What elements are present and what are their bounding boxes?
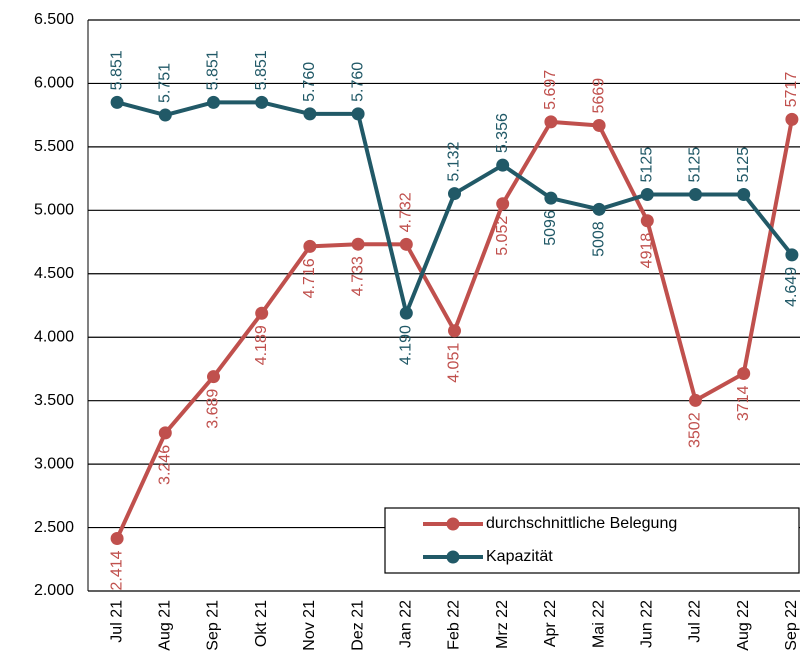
data-point <box>689 393 702 407</box>
data-point <box>399 237 413 251</box>
data-point <box>158 426 172 440</box>
data-label: 4.732 <box>398 192 415 232</box>
x-tick-label: Jul 22 <box>687 600 704 643</box>
y-tick-label: 3.500 <box>34 392 74 409</box>
y-tick-label: 4.000 <box>34 328 74 345</box>
data-label: 5.851 <box>108 50 125 90</box>
data-point <box>592 118 606 132</box>
data-point <box>544 191 558 205</box>
data-label: 4.189 <box>253 325 270 365</box>
y-tick-label: 4.500 <box>34 265 74 282</box>
y-tick-label: 5.000 <box>34 202 74 219</box>
data-label: 5.760 <box>349 62 366 102</box>
data-point <box>544 115 558 129</box>
data-point <box>303 107 317 121</box>
x-tick-label: Mai 22 <box>590 600 607 648</box>
data-label: 4.190 <box>398 325 415 365</box>
data-point <box>689 187 702 201</box>
data-label: 5125 <box>687 147 704 183</box>
x-tick-label: Aug 21 <box>157 600 174 651</box>
data-label: 5125 <box>639 147 656 183</box>
data-label: 5.356 <box>494 113 511 153</box>
data-label: 5.751 <box>157 63 174 103</box>
x-tick-label: Sep 22 <box>783 600 800 651</box>
data-point <box>110 95 124 109</box>
data-label: 5.697 <box>542 70 559 110</box>
y-tick-label: 3.000 <box>34 455 74 472</box>
data-point <box>448 324 461 338</box>
data-point <box>737 187 751 201</box>
data-point <box>207 370 220 384</box>
data-label: 2.414 <box>108 550 125 590</box>
data-label: 5.851 <box>253 50 270 90</box>
data-point <box>640 187 654 201</box>
data-point <box>158 108 172 122</box>
data-point <box>785 112 799 126</box>
x-tick-label: Dez 21 <box>349 600 366 651</box>
legend-label: Kapazität <box>486 548 553 565</box>
data-label: 5.052 <box>494 216 511 256</box>
data-label: 5669 <box>590 78 607 114</box>
legend-marker <box>446 550 460 564</box>
data-label: 4918 <box>639 233 656 269</box>
data-point <box>207 95 220 109</box>
data-point <box>737 367 751 381</box>
x-tick-label: Jul 21 <box>108 600 125 643</box>
data-point <box>496 158 510 172</box>
legend-marker <box>446 517 460 531</box>
data-point <box>785 248 799 262</box>
data-label: 4.733 <box>349 256 366 296</box>
data-point <box>592 202 606 216</box>
data-label: 5.760 <box>301 62 318 102</box>
x-tick-label: Apr 22 <box>542 600 559 647</box>
x-tick-label: Aug 22 <box>735 600 752 651</box>
legend-label: durchschnittliche Belegung <box>486 515 677 532</box>
data-label: 4.051 <box>446 343 463 383</box>
x-tick-label: Jan 22 <box>398 600 415 648</box>
x-tick-label: Feb 22 <box>446 600 463 650</box>
y-tick-label: 2.000 <box>34 582 74 599</box>
data-point <box>351 237 365 251</box>
x-tick-label: Sep 21 <box>205 600 222 651</box>
y-tick-label: 5.500 <box>34 138 74 155</box>
y-tick-label: 2.500 <box>34 519 74 536</box>
x-tick-label: Jun 22 <box>639 600 656 648</box>
data-point <box>255 306 269 320</box>
y-tick-label: 6.000 <box>34 75 74 92</box>
x-tick-label: Mrz 22 <box>494 600 511 649</box>
data-point <box>496 197 510 211</box>
data-point <box>448 187 461 201</box>
data-label: 5008 <box>590 221 607 257</box>
data-label: 5717 <box>783 72 800 108</box>
data-point <box>640 214 654 228</box>
y-tick-label: 6.500 <box>34 11 74 28</box>
x-tick-label: Nov 21 <box>301 600 318 651</box>
data-point <box>351 107 365 121</box>
series-line <box>116 100 794 316</box>
data-point <box>399 306 413 320</box>
data-label: 3.689 <box>205 389 222 429</box>
data-label: 5.132 <box>446 141 463 181</box>
data-label: 5.851 <box>205 50 222 90</box>
data-point <box>303 239 317 253</box>
data-point <box>255 95 269 109</box>
data-label: 5125 <box>735 147 752 183</box>
data-label: 5096 <box>542 210 559 246</box>
data-label: 4.716 <box>301 258 318 298</box>
data-label: 3502 <box>687 412 704 448</box>
data-label: 3.246 <box>157 445 174 485</box>
data-label: 4.649 <box>783 267 800 307</box>
data-point <box>110 531 124 545</box>
data-label: 3714 <box>735 385 752 421</box>
x-tick-label: Okt 21 <box>253 600 270 647</box>
